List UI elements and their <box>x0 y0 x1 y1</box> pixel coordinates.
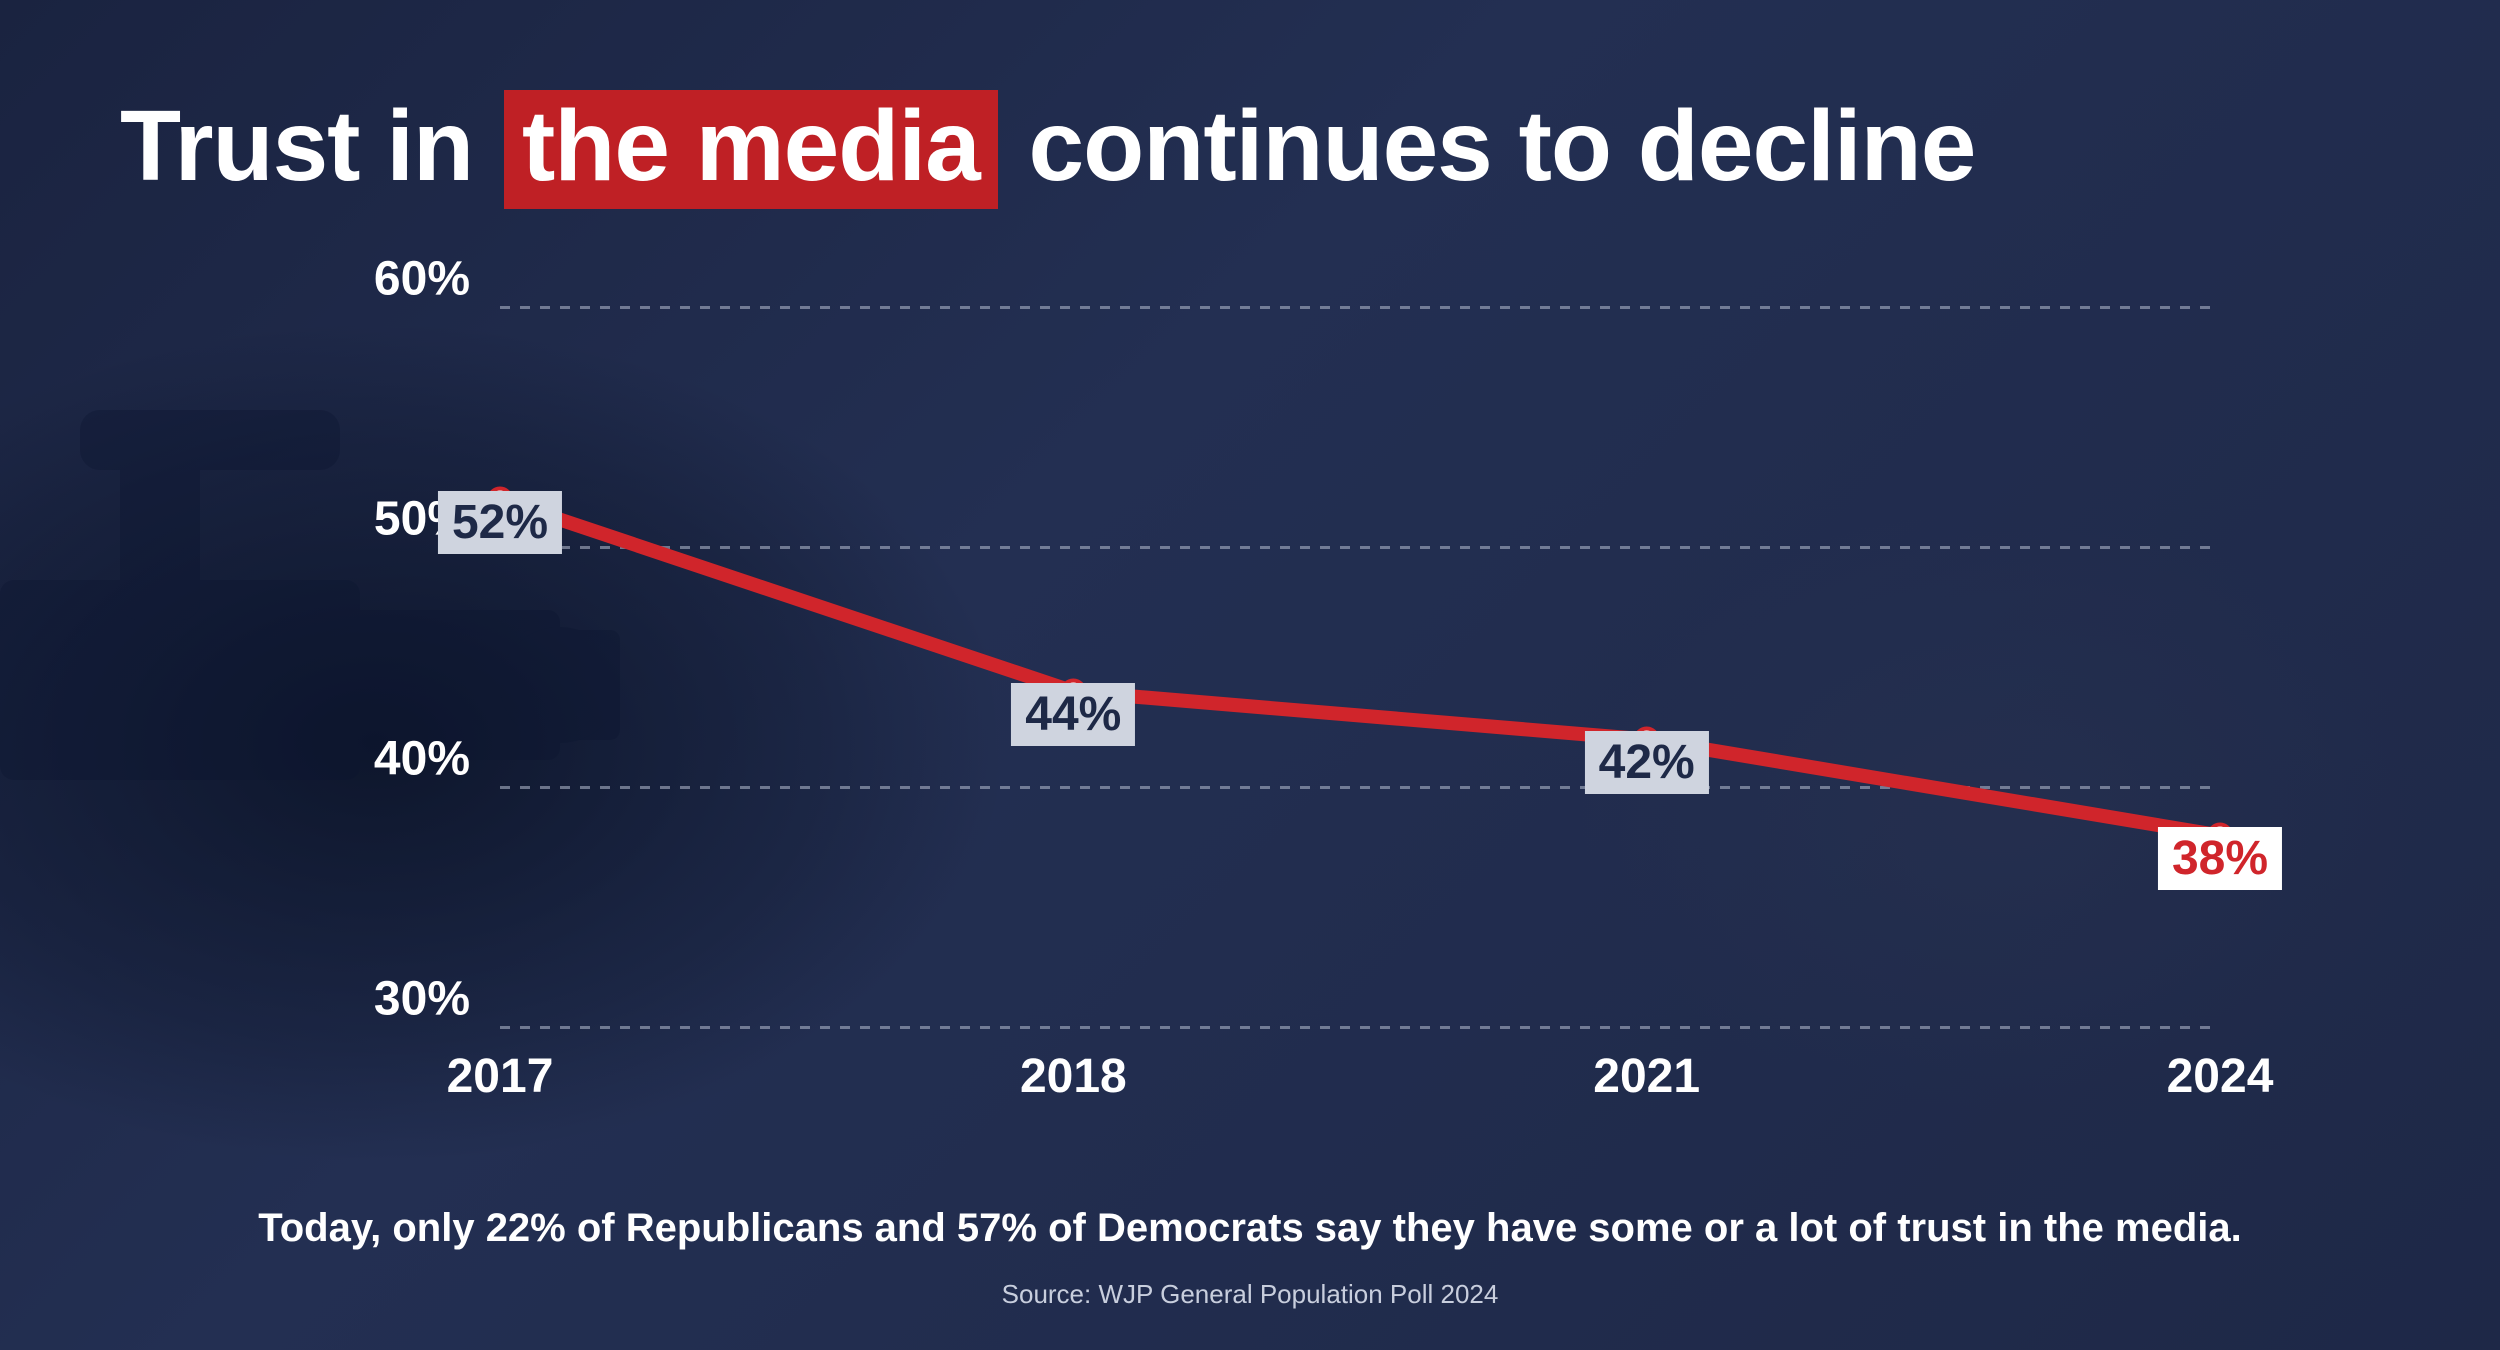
title-prefix: Trust in <box>120 90 473 202</box>
x-axis-tick-label: 2021 <box>1593 1049 1700 1104</box>
chart-title: Trust in the media continues to decline <box>120 90 2380 209</box>
data-point-label: 42% <box>1585 731 1709 794</box>
data-point-label: 44% <box>1011 683 1135 746</box>
source-text: Source: WJP General Population Poll 2024 <box>120 1279 2380 1310</box>
content-container: Trust in the media continues to decline … <box>0 0 2500 1350</box>
chart-area: 30%40%50%60%52%201744%201842%202138%2024 <box>220 249 2280 1176</box>
y-axis-tick-label: 60% <box>374 252 470 307</box>
y-axis-tick-label: 30% <box>374 972 470 1027</box>
caption-text: Today, only 22% of Republicans and 57% o… <box>120 1206 2380 1251</box>
data-point-label: 52% <box>438 491 562 554</box>
x-axis-tick-label: 2017 <box>447 1049 554 1104</box>
x-axis-tick-label: 2018 <box>1020 1049 1127 1104</box>
chart-svg <box>220 249 2280 1176</box>
data-point-label: 38% <box>2158 827 2282 890</box>
title-highlight: the media <box>504 90 998 209</box>
title-suffix: continues to decline <box>1029 90 1976 202</box>
y-axis-tick-label: 40% <box>374 732 470 787</box>
x-axis-tick-label: 2024 <box>2167 1049 2274 1104</box>
